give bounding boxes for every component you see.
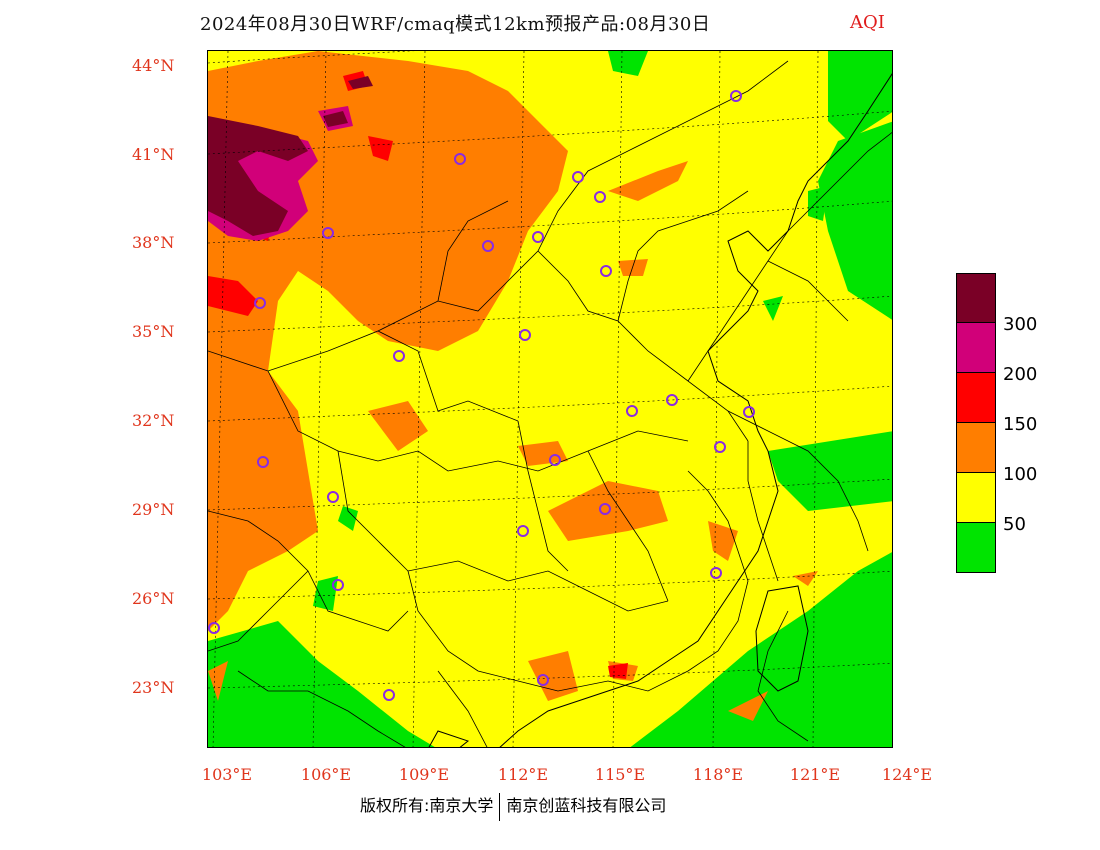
lat-label-41: 41°N bbox=[132, 145, 175, 164]
lon-label-115: 115°E bbox=[594, 765, 646, 784]
legend-swatch-usg bbox=[956, 423, 996, 473]
copyright-footer: 版权所有:南京大学 南京创蓝科技有限公司 bbox=[360, 792, 666, 821]
legend-label-50: 50 bbox=[1003, 514, 1026, 535]
lon-label-106: 106°E bbox=[300, 765, 352, 784]
boundary-lines bbox=[208, 60, 892, 747]
legend-label-100: 100 bbox=[1003, 464, 1038, 485]
lat-label-32: 32°N bbox=[132, 411, 175, 430]
hazardous-regions bbox=[208, 76, 373, 236]
map-title: 2024年08月30日WRF/cmaq模式12km预报产品:08月30日 bbox=[200, 14, 711, 35]
lat-label-35: 35°N bbox=[132, 322, 175, 341]
city-markers bbox=[208, 90, 755, 701]
lon-label-121: 121°E bbox=[789, 765, 841, 784]
variable-label: AQI bbox=[850, 12, 885, 33]
aqi-legend bbox=[956, 273, 996, 575]
legend-swatch-moderate bbox=[956, 473, 996, 523]
lon-label-103: 103°E bbox=[201, 765, 253, 784]
legend-swatch-very-unhealthy bbox=[956, 323, 996, 373]
legend-label-150: 150 bbox=[1003, 414, 1038, 435]
copyright-right: 南京创蓝科技有限公司 bbox=[506, 796, 667, 815]
lat-label-38: 38°N bbox=[132, 233, 175, 252]
legend-swatch-hazardous bbox=[956, 273, 996, 323]
lat-label-26: 26°N bbox=[132, 589, 175, 608]
graticule bbox=[208, 51, 892, 747]
lat-label-23: 23°N bbox=[132, 678, 175, 697]
lon-label-109: 109°E bbox=[398, 765, 450, 784]
lat-label-29: 29°N bbox=[132, 500, 175, 519]
legend-swatch-unhealthy bbox=[956, 373, 996, 423]
lon-label-118: 118°E bbox=[692, 765, 744, 784]
lon-label-124: 124°E bbox=[881, 765, 933, 784]
legend-swatch-good bbox=[956, 523, 996, 573]
legend-label-200: 200 bbox=[1003, 364, 1038, 385]
copyright-separator bbox=[499, 792, 501, 821]
good-regions bbox=[208, 51, 892, 747]
aqi-map bbox=[207, 50, 893, 748]
copyright-left: 版权所有:南京大学 bbox=[360, 796, 494, 815]
lat-label-44: 44°N bbox=[132, 56, 175, 75]
coastline bbox=[428, 73, 892, 747]
legend-label-300: 300 bbox=[1003, 314, 1038, 335]
lon-label-112: 112°E bbox=[497, 765, 549, 784]
